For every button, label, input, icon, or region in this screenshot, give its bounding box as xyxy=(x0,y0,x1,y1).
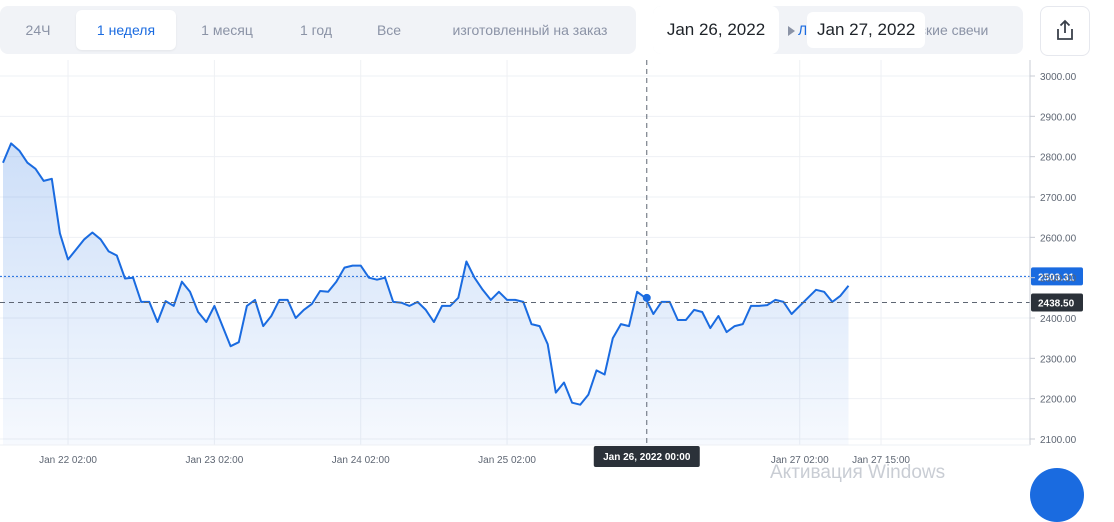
y-tick-label: 2600.00 xyxy=(1040,233,1077,244)
range-1-month-button[interactable]: 1 месяц xyxy=(182,10,272,50)
share-icon xyxy=(1055,19,1075,41)
x-tick-label: Jan 25 02:00 xyxy=(478,455,536,466)
crosshair-price-label: 2438.50 xyxy=(1038,298,1075,309)
x-tick-label: Jan 24 02:00 xyxy=(332,455,390,466)
date-start-field[interactable]: Jan 26, 2022 xyxy=(653,6,779,54)
y-tick-label: 2300.00 xyxy=(1040,354,1077,365)
crosshair-point xyxy=(643,294,651,302)
range-all-button[interactable]: Все xyxy=(356,10,422,50)
range-custom-button[interactable]: изготовленный на заказ xyxy=(430,10,630,50)
y-tick-label: 2900.00 xyxy=(1040,112,1077,123)
share-button[interactable] xyxy=(1040,6,1090,56)
x-tick-label: Jan 23 02:00 xyxy=(185,455,243,466)
y-tick-label: 2100.00 xyxy=(1040,435,1077,446)
y-tick-label: 2700.00 xyxy=(1040,193,1077,204)
date-range-picker: Jan 26, 2022 Ли ские свечи Jan 27, 2022 xyxy=(653,6,1023,54)
floating-action-button[interactable] xyxy=(1030,468,1084,522)
range-selector: 24Ч 1 неделя 1 месяц 1 год Все изготовле… xyxy=(0,6,636,54)
price-area-fill xyxy=(3,143,849,445)
y-tick-label: 3000.00 xyxy=(1040,72,1077,83)
date-end-field[interactable]: Jan 27, 2022 xyxy=(807,12,925,48)
range-1-week-button[interactable]: 1 неделя xyxy=(76,10,176,50)
range-24h-button[interactable]: 24Ч xyxy=(6,10,70,50)
y-tick-label: 2500.00 xyxy=(1040,274,1077,285)
range-1-year-button[interactable]: 1 год xyxy=(280,10,352,50)
y-tick-label: 2800.00 xyxy=(1040,153,1077,164)
play-arrow-icon xyxy=(788,26,795,36)
chart-type-candles-label: ские свечи xyxy=(919,14,988,46)
x-tick-label: Jan 22 02:00 xyxy=(39,455,97,466)
crosshair-time-label: Jan 26, 2022 00:00 xyxy=(603,452,691,463)
y-tick-label: 2400.00 xyxy=(1040,314,1077,325)
y-tick-label: 2200.00 xyxy=(1040,395,1077,406)
